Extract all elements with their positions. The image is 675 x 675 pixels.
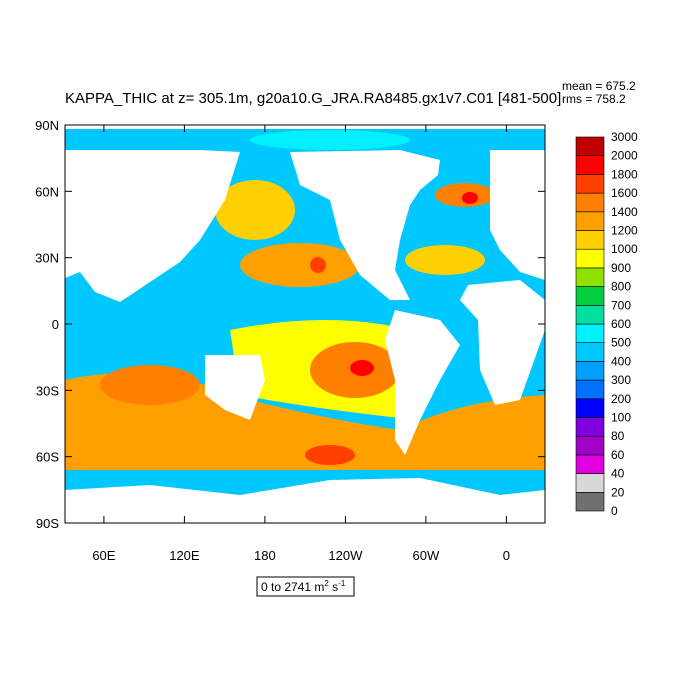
colorbar-label: 600 [611,317,631,331]
colorbar-box [575,230,605,250]
units-text: s [329,580,338,594]
y-tick-label: 60S [36,450,59,465]
units-text: 0 to 2741 m [261,580,324,594]
colorbar-box [575,248,605,269]
x-tick-label: 120W [328,548,363,563]
colorbar-box [575,379,605,400]
colorbar-box [575,155,605,175]
x-tick-label: 120E [169,548,200,563]
blob [305,445,355,465]
blob [100,365,200,405]
colorbar-label: 1400 [611,205,638,219]
colorbar-box [575,323,605,344]
colorbar-box [575,454,605,474]
blob [462,192,478,204]
colorbar-box [575,174,605,194]
colorbar-box [575,491,605,512]
colorbar-box [575,473,605,493]
colorbar-box [575,361,605,381]
units-frame [256,576,355,597]
x-tick-label: 60W [413,548,440,563]
colorbar-box [575,267,605,287]
colorbar-label: 1800 [611,167,638,181]
colorbar-box [575,435,605,456]
colorbar-label: 900 [611,261,631,275]
y-tick-label: 90S [36,516,59,531]
units-sup: -1 [338,579,346,588]
colorbar-label: 1600 [611,186,638,200]
colorbar-label: 300 [611,373,631,387]
units-sup: 2 [324,579,329,588]
colorbar-label: 2000 [611,149,638,163]
colorbar-label: 40 [611,467,625,481]
y-tick-label: 90N [35,118,59,133]
colorbar-box [575,398,605,418]
blob [310,257,326,273]
y-tick-label: 0 [52,317,59,332]
colorbar-label: 400 [611,354,631,368]
colorbar-label: 0 [611,504,618,518]
y-tick-label: 30S [36,383,59,398]
colorbar-box [575,304,605,325]
colorbar-label: 60 [611,448,625,462]
colorbar-box [575,192,605,213]
colorbar-label: 20 [611,485,625,499]
colorbar-label: 3000 [611,130,638,144]
colorbar-box [575,342,605,362]
colorbar-box [575,136,605,157]
colorbar-box [575,286,605,306]
colorbar-label: 1000 [611,242,638,256]
colorbar-label: 1200 [611,224,638,238]
blob [240,243,360,287]
title: KAPPA_THIC at z= 305.1m, g20a10.G_JRA.RA… [65,90,561,107]
blob [405,245,485,275]
y-tick-label: 30N [35,251,59,266]
rms-label: rms = 758.2 [562,92,626,106]
colorbar-box [575,417,605,437]
colorbar-label: 80 [611,429,625,443]
x-tick-label: 180 [254,548,276,563]
colorbar-label: 100 [611,411,631,425]
blob [215,180,295,240]
colorbar-label: 500 [611,336,631,350]
units-box: 0 to 2741 m2 s-1 [256,576,355,597]
land [65,125,545,523]
arctic [250,130,410,150]
colorbar-label: 200 [611,392,631,406]
x-tick-label: 0 [503,548,510,563]
colorbar-box [575,211,605,231]
colorbar-label: 800 [611,280,631,294]
mean-label: mean = 675.2 [562,79,636,93]
y-tick-label: 60N [35,184,59,199]
map-field [65,125,545,523]
units-label: 0 to 2741 m2 s-1 [261,579,346,594]
blob [350,360,374,376]
colorbar-label: 700 [611,298,631,312]
x-tick-label: 60E [92,548,115,563]
